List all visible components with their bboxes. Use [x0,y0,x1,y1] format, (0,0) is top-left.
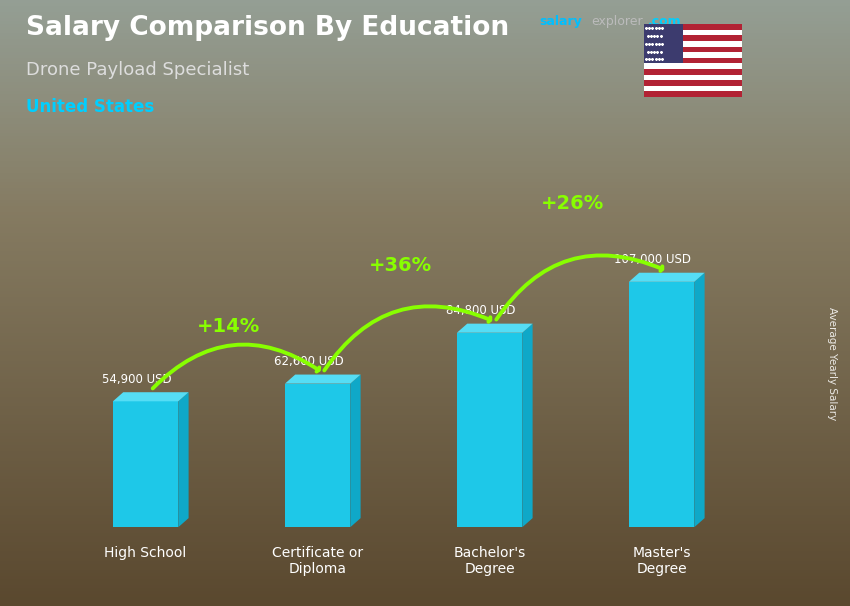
Bar [113,401,178,527]
Text: salary: salary [540,15,582,28]
Bar [644,47,742,52]
Text: 84,800 USD: 84,800 USD [446,304,516,317]
Text: Average Yearly Salary: Average Yearly Salary [827,307,837,420]
Bar [644,58,742,64]
Bar [644,35,742,41]
Bar [644,24,683,64]
Polygon shape [694,273,705,527]
Text: explorer: explorer [591,15,643,28]
Text: +26%: +26% [541,194,604,213]
Text: 54,900 USD: 54,900 USD [102,373,172,385]
Bar [285,384,350,527]
Bar [644,92,742,97]
Bar [644,86,742,92]
Polygon shape [629,273,705,282]
Bar [644,75,742,80]
Text: Drone Payload Specialist: Drone Payload Specialist [26,61,249,79]
Text: Salary Comparison By Education: Salary Comparison By Education [26,15,508,41]
Bar [644,24,742,30]
Text: +36%: +36% [369,256,432,275]
Bar [629,282,694,527]
Bar [644,30,742,35]
Polygon shape [113,392,189,401]
Text: +14%: +14% [196,318,260,336]
Polygon shape [457,324,533,333]
Bar [644,80,742,86]
Bar [644,64,742,69]
Text: 107,000 USD: 107,000 USD [615,253,692,266]
Polygon shape [522,324,533,527]
Text: .com: .com [648,15,682,28]
Polygon shape [285,375,360,384]
Bar [644,41,742,47]
Polygon shape [350,375,360,527]
Bar [644,69,742,75]
Text: United States: United States [26,98,154,116]
Bar [644,52,742,58]
Bar [457,333,522,527]
Text: 62,600 USD: 62,600 USD [274,355,344,368]
Polygon shape [178,392,189,527]
